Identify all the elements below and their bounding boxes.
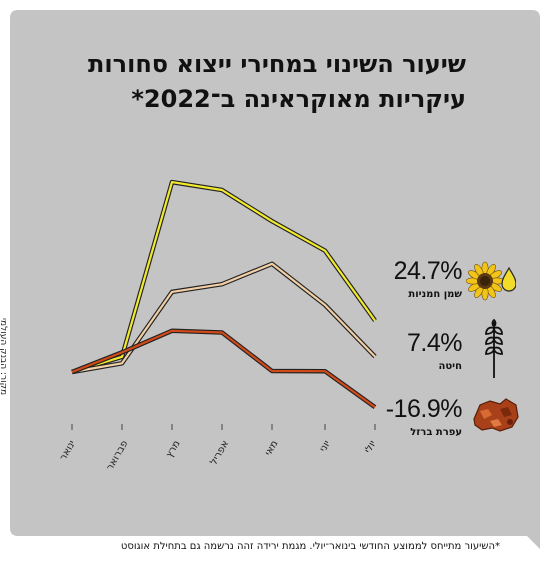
- sunflower-oil-value: 24.7%: [393, 257, 463, 285]
- footnote: *השיעור מתייחס לממוצע החודשי בינואר־יולי…: [120, 541, 500, 552]
- iron-ore-label: עפרת ברזל: [410, 427, 462, 438]
- sunflower-oil-icon: [466, 261, 516, 301]
- wheat-value: 7.4%: [407, 329, 462, 357]
- wheat-label: חיטה: [438, 361, 462, 372]
- series-line-0: [71, 181, 376, 374]
- plot-area: [71, 179, 377, 430]
- speech-bubble-background: [10, 10, 540, 549]
- series-line-1: [71, 262, 376, 374]
- source-note: מקור: הבנק העולמי: [0, 318, 8, 396]
- chart-title-line-1: שיעור השינוי במחירי ייצוא סחורות: [88, 50, 466, 78]
- chart-title-line-2: עיקריות מאוקראינה ב־2022*: [131, 85, 466, 113]
- iron-ore-icon: [473, 398, 519, 432]
- series-line-2: [71, 329, 376, 409]
- wheat-icon: [485, 318, 503, 378]
- iron-ore-value: -16.9%: [385, 395, 463, 423]
- sunflower-oil-label: שמן חמניות: [408, 289, 462, 300]
